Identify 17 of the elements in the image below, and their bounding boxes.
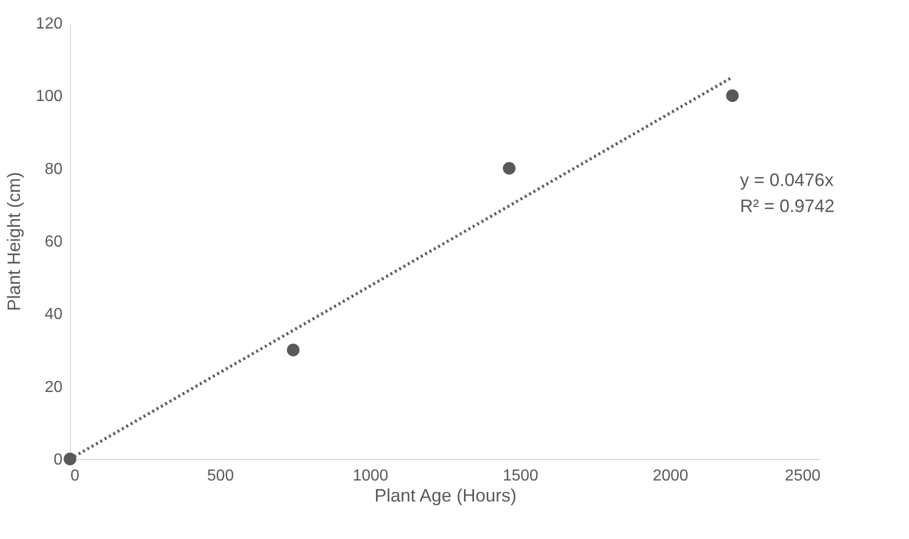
y-axis-title: Plant Height (cm) — [4, 172, 24, 312]
x-tick-label: 1500 — [502, 468, 538, 484]
annotation: R² = 0.9742 — [740, 196, 835, 216]
y-tick-label: 0 — [54, 452, 63, 468]
y-tick-label: 120 — [36, 16, 63, 32]
y-tick-label: 80 — [44, 160, 63, 178]
x-tick-label: 2000 — [652, 468, 688, 484]
x-tick-label: 1000 — [352, 468, 388, 484]
annotation: y = 0.0476x — [740, 170, 834, 190]
x-tick-label: 2500 — [784, 468, 821, 484]
x-axis-title: Plant Age (Hours) — [374, 486, 517, 506]
x-tick-label: 500 — [207, 468, 234, 484]
y-tick-label: 60 — [44, 234, 63, 250]
y-tick-label: 40 — [44, 306, 63, 324]
x-tick-label: 0 — [70, 468, 80, 484]
y-tick-label: 20 — [44, 378, 63, 396]
y-tick-label: 100 — [36, 88, 63, 106]
